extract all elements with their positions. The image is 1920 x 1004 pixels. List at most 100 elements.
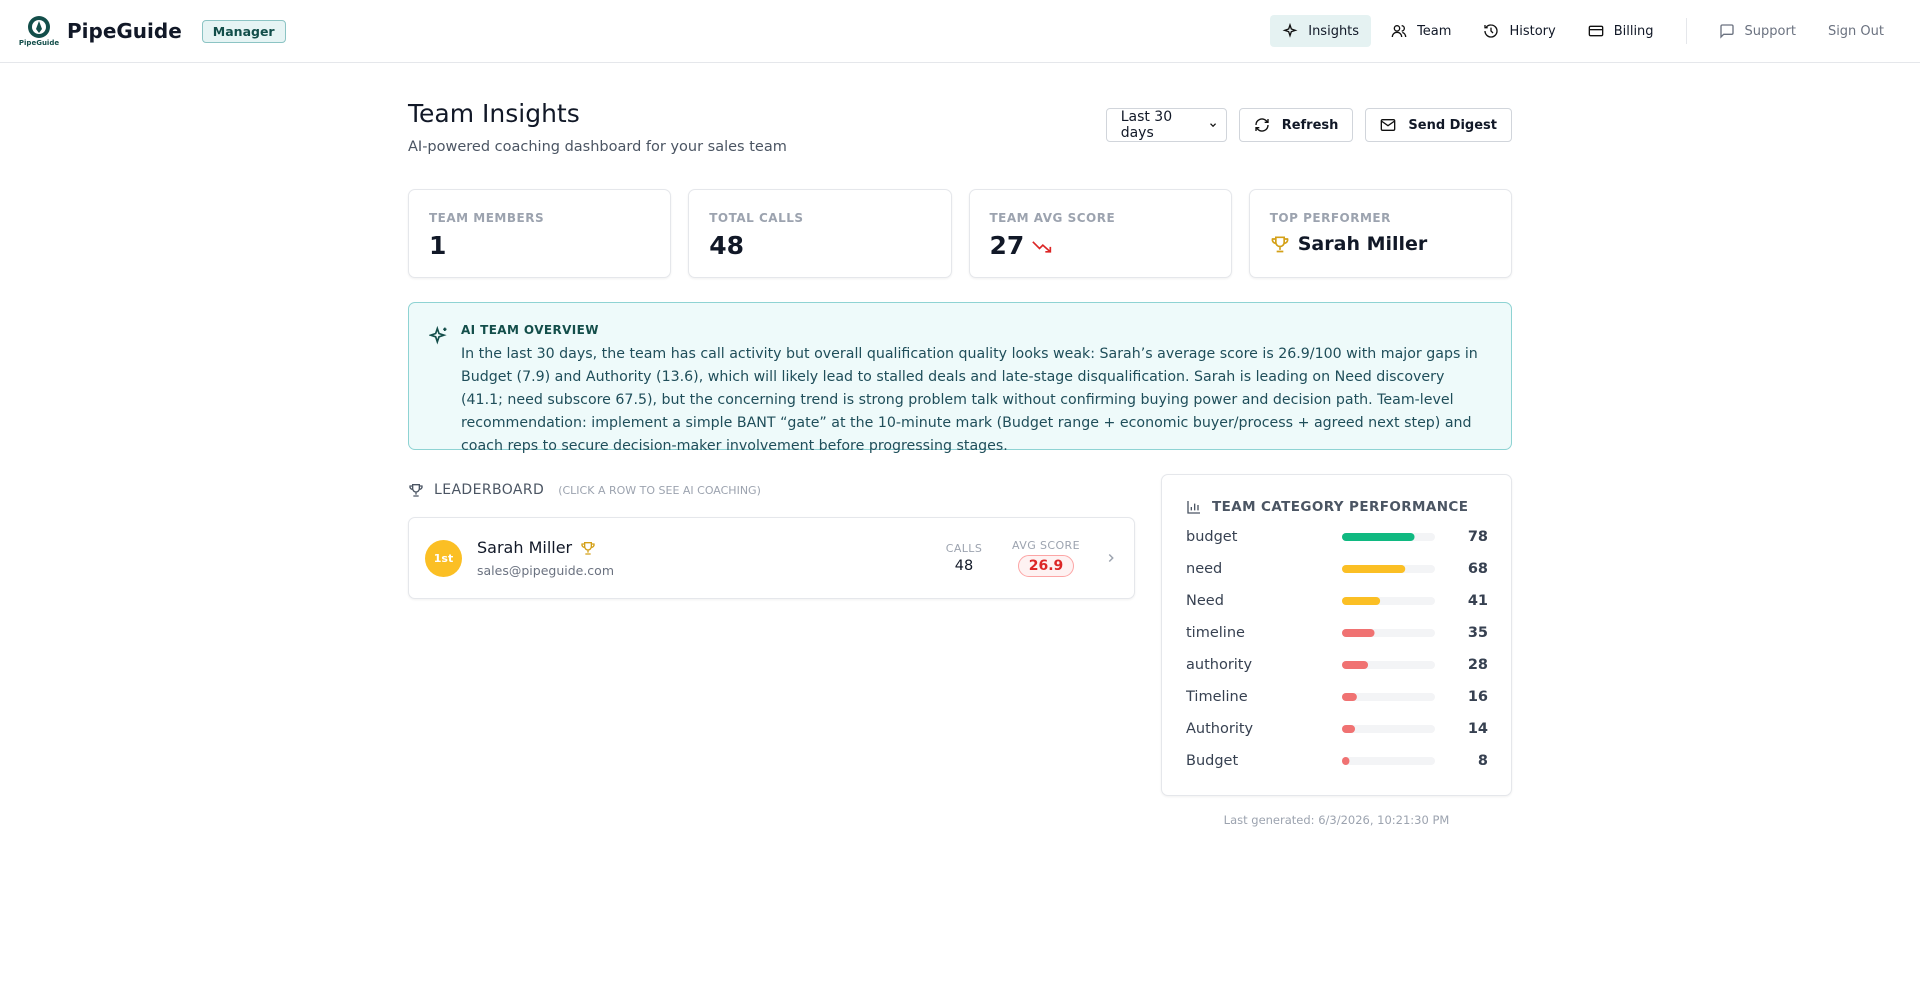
category-title: TEAM CATEGORY PERFORMANCE [1212, 499, 1469, 515]
icon [1484, 24, 1499, 38]
calls: CALLS 48 [934, 542, 994, 574]
title-block: Team Insights AI-powered coaching dashbo… [408, 97, 787, 155]
rep-name-row: Sarah Miller [477, 538, 614, 557]
bar [1342, 693, 1357, 701]
stat-label: TEAM AVG SCORE [989, 211, 1116, 225]
nav-item[interactable]: History [1471, 15, 1567, 47]
leaderboard-row[interactable]: 1st Sarah Miller sales@pipeguide.com CAL… [408, 517, 1135, 599]
columns: LEADERBOARD (CLICK A ROW TO SEE AI COACH… [408, 474, 1512, 827]
calls-value: 48 [954, 558, 974, 574]
bar [1342, 757, 1350, 765]
category-value: 16 [1468, 689, 1488, 705]
nav-label: Sign Out [1827, 23, 1884, 39]
stat-card: TOP PERFORMER Sarah Miller [1248, 189, 1512, 278]
main: Team Insights AI-powered coaching dashbo… [408, 63, 1512, 827]
nav-item[interactable]: Insights [1270, 15, 1372, 47]
stat-value: Sarah Miller [1297, 233, 1428, 255]
icon [1255, 118, 1269, 132]
category-bars: budget 78 need 68 Need 41 timeline 35 authority 2… [1185, 529, 1488, 769]
nav-item[interactable]: Support [1707, 15, 1808, 47]
category-label: Authority [1186, 721, 1254, 737]
category-value: 68 [1468, 561, 1488, 577]
overview-title: AI TEAM OVERVIEW [461, 323, 599, 337]
leaderboard-title: LEADERBOARD [434, 482, 545, 498]
nav-label: Billing [1613, 23, 1654, 39]
logo-text: PipeGuide [18, 39, 60, 47]
category-label: Budget [1186, 753, 1238, 769]
category-label: timeline [1186, 625, 1245, 641]
chevron [1108, 553, 1114, 563]
stat-card: TEAM AVG SCORE 27 [968, 189, 1232, 278]
bar [1342, 661, 1369, 669]
stat-value: 1 [429, 231, 447, 260]
icon [1209, 123, 1216, 128]
trophy-icon [409, 484, 423, 497]
bar [1342, 597, 1381, 605]
nav-item[interactable]: Team [1379, 15, 1463, 47]
stats: TEAM MEMBERS 1 TOTAL CALLS 48 TEAM AVG SCO… [408, 189, 1512, 278]
button-label: Refresh [1281, 117, 1339, 133]
right-column: TEAM CATEGORY PERFORMANCE budget 78 need 68… [1161, 474, 1512, 827]
bar [1342, 533, 1415, 541]
sparkle-icon [429, 326, 447, 345]
category-card: TEAM CATEGORY PERFORMANCE budget 78 need 68… [1161, 474, 1512, 796]
overview-text: In the last 30 days, the team has call a… [461, 346, 1478, 454]
nav-label: History [1509, 23, 1556, 39]
logo-mark [28, 16, 50, 38]
refresh-button[interactable]: Refresh [1238, 108, 1354, 142]
ai-overview: AI TEAM OVERVIEW In the last 30 days, th… [408, 302, 1512, 454]
period-select[interactable]: Last 30 days [1105, 108, 1227, 142]
digest-button[interactable]: Send Digest [1365, 108, 1512, 142]
leaderboard-header: LEADERBOARD (CLICK A ROW TO SEE AI COACH… [408, 480, 1135, 500]
page-header: Team Insights AI-powered coaching dashbo… [408, 97, 1512, 155]
controls: Last 30 days Refresh Send Digest [1105, 108, 1512, 142]
top-bar: PipeGuide PipeGuide Manager Insights Tea… [0, 0, 1920, 63]
stat-label: TOTAL CALLS [709, 211, 804, 225]
role-badge: Manager [201, 19, 286, 43]
nav: Insights Team History Billing Support Si… [1270, 15, 1896, 47]
trophy-icon [581, 541, 595, 555]
score-label: AVG SCORE [1012, 539, 1080, 552]
category-label: Need [1186, 593, 1224, 609]
bar-track [1342, 725, 1435, 733]
page-title: Team Insights [408, 99, 580, 128]
icon [1719, 24, 1734, 39]
rep-email: sales@pipeguide.com [477, 563, 615, 578]
logo[interactable]: PipeGuide [19, 15, 59, 47]
stat-card: TOTAL CALLS 48 [688, 189, 952, 278]
category-value: 41 [1468, 593, 1488, 609]
nav-label: Insights [1308, 23, 1360, 39]
rep: Sarah Miller sales@pipeguide.com [477, 538, 614, 578]
page-subtitle: AI-powered coaching dashboard for your s… [408, 139, 787, 155]
icon [1381, 119, 1396, 131]
stat-value: 27 [989, 231, 1025, 260]
category-label: budget [1186, 529, 1238, 545]
category-value: 35 [1468, 625, 1488, 641]
category-label: Timeline [1186, 689, 1248, 705]
nav-label: Team [1417, 23, 1452, 39]
nav-item[interactable]: Billing [1576, 15, 1666, 47]
separator [1685, 18, 1687, 44]
select-value: Last 30 days [1120, 109, 1173, 141]
button-label: Send Digest [1408, 117, 1497, 133]
category-label: authority [1186, 657, 1252, 673]
category-value: 78 [1468, 529, 1488, 545]
category-value: 14 [1468, 721, 1488, 737]
bar [1342, 725, 1356, 733]
stat-value-row: Sarah Miller [1270, 233, 1491, 255]
bar-track [1342, 693, 1435, 701]
icon [1282, 23, 1298, 38]
trend-down-icon [1032, 240, 1052, 253]
nav-label: Support [1744, 23, 1796, 39]
nav-item[interactable]: Sign Out [1816, 16, 1896, 47]
chart-icon [1187, 501, 1200, 514]
bar-track [1342, 757, 1435, 765]
last-generated: Last generated: 6/3/2026, 10:21:30 PM [1223, 813, 1450, 827]
category-value: 28 [1468, 657, 1488, 673]
category-value: 8 [1478, 753, 1488, 769]
trophy-icon [1271, 236, 1289, 253]
calls-label: CALLS [945, 542, 983, 555]
category-label: need [1186, 561, 1222, 577]
